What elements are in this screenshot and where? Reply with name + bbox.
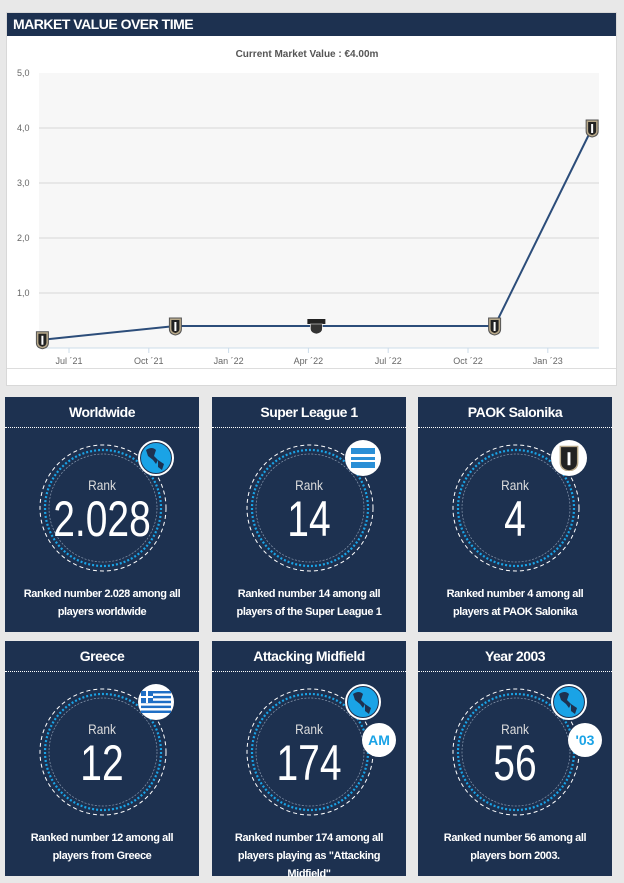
x-tick-label: Jul ´22 — [375, 356, 402, 366]
ranking-card-super-league-1[interactable]: Super League 1 Rank 14 Ranked number 14 … — [212, 397, 406, 632]
x-tick-label: Oct ´21 — [134, 356, 164, 366]
rank-value: 14 — [287, 491, 331, 547]
y-tick-label: 5,0 — [17, 68, 30, 78]
rank-value: 4 — [504, 491, 526, 547]
rank-description: Ranked number 4 among all players at PAO… — [446, 588, 584, 618]
rank-label: Rank — [88, 477, 116, 493]
ranking-card-year-2003[interactable]: Year 2003 Rank 56 Ranked number 56 among… — [418, 641, 612, 876]
x-tick-label: Oct ´22 — [453, 356, 483, 366]
panel-footer — [7, 368, 616, 369]
rank-value: 12 — [80, 735, 124, 791]
data-point-paok-crest-icon[interactable] — [488, 317, 502, 336]
rank-label: Rank — [88, 721, 116, 737]
card-title: Year 2003 — [418, 641, 612, 672]
y-tick-label: 2,0 — [17, 233, 30, 243]
card-title: Super League 1 — [212, 397, 406, 428]
rank-ring — [39, 444, 167, 572]
league-logo-icon — [345, 440, 381, 476]
rank-description: Ranked number 56 among all players born … — [443, 832, 587, 862]
card-title: Attacking Midfield — [212, 641, 406, 672]
globe-icon — [138, 440, 174, 476]
data-point-paok-crest-icon[interactable] — [585, 119, 599, 138]
plot-area — [39, 73, 599, 348]
ranking-card-attacking-midfield[interactable]: Attacking Midfield Rank 174 Ranked numbe… — [212, 641, 406, 880]
ranking-card-paok-salonika[interactable]: PAOK Salonika Rank 4 Ranked number 4 amo… — [418, 397, 612, 632]
rank-label: Rank — [295, 477, 323, 493]
rank-description: Ranked number 14 among all players of th… — [236, 588, 382, 618]
chart-title: Current Market Value : €4.00m — [236, 49, 379, 60]
position-badge: '03 — [568, 723, 602, 757]
globe-icon — [551, 684, 587, 720]
rank-value: 56 — [493, 735, 537, 791]
rank-label: Rank — [501, 477, 529, 493]
x-tick-label: Jan ´22 — [214, 356, 244, 366]
rank-label: Rank — [295, 721, 323, 737]
y-tick-label: 4,0 — [17, 123, 30, 133]
x-tick-label: Apr ´22 — [294, 356, 324, 366]
greece-flag-icon — [138, 684, 174, 720]
x-tick-label: Jan ´23 — [533, 356, 563, 366]
club-crest-icon — [551, 440, 587, 476]
card-title: Greece — [5, 641, 199, 672]
rank-description: Ranked number 2.028 among all players wo… — [23, 588, 181, 618]
rank-description: Ranked number 12 among all players from … — [30, 832, 174, 862]
card-title: Worldwide — [5, 397, 199, 428]
data-point-paok-crest-icon[interactable] — [35, 331, 49, 350]
rank-value: 2.028 — [53, 491, 151, 547]
rank-value: 174 — [276, 735, 342, 791]
data-point-kas-eupen-crest-icon[interactable] — [307, 319, 326, 335]
card-title: PAOK Salonika — [418, 397, 612, 428]
ranking-card-worldwide[interactable]: Worldwide Rank 2.028 Ranked number 2.028… — [5, 397, 199, 632]
rank-label: Rank — [501, 721, 529, 737]
x-tick-label: Jul ´21 — [55, 356, 82, 366]
market-value-chart: Current Market Value : €4.00m 5,0 4,0 3,0 2,… — [17, 49, 599, 366]
market-value-panel: MARKET VALUE OVER TIME Current Market Va… — [6, 12, 617, 386]
y-tick-label: 1,0 — [17, 288, 30, 298]
y-tick-label: 3,0 — [17, 178, 30, 188]
rank-ring — [246, 444, 374, 572]
position-badge: AM — [362, 723, 396, 757]
ranking-card-greece[interactable]: Greece Rank 12 Ranked number 12 among al… — [5, 641, 199, 876]
rank-ring — [452, 444, 580, 572]
rank-ring — [39, 688, 167, 816]
panel-title: MARKET VALUE OVER TIME — [7, 13, 616, 36]
globe-icon — [345, 684, 381, 720]
rank-description: Ranked number 174 among all players play… — [234, 832, 384, 880]
data-point-paok-crest-icon[interactable] — [168, 317, 182, 336]
